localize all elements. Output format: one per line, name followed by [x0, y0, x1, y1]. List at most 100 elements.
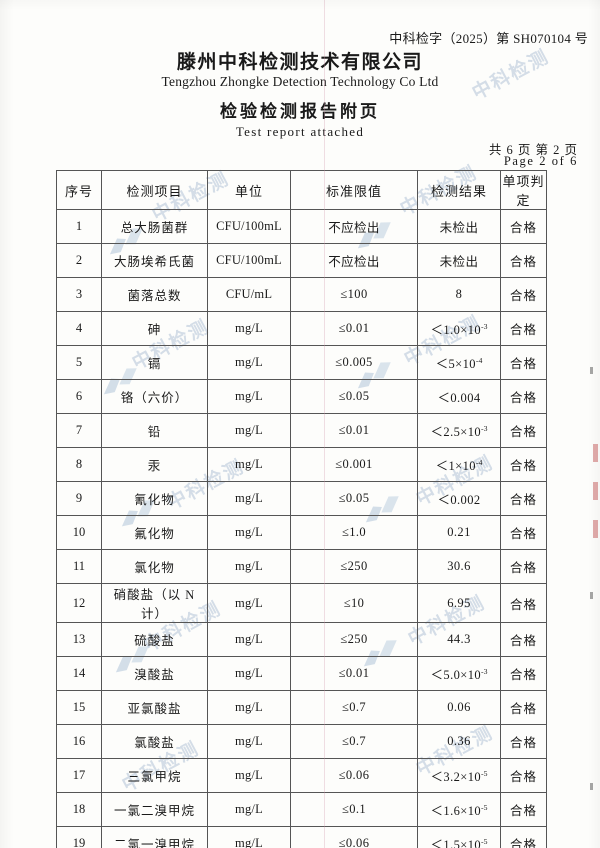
cell-test-item: 总大肠菌群 — [101, 209, 208, 244]
cell-test-result: 0.21 — [417, 515, 501, 550]
cell-judgement: 合格 — [500, 515, 547, 550]
cell-judgement: 合格 — [500, 243, 547, 278]
cell-test-result: 0.06 — [417, 690, 501, 725]
cell-judgement: 合格 — [500, 724, 547, 759]
cell-standard-limit: ≤0.001 — [290, 447, 418, 482]
cell-standard-limit: ≤0.05 — [290, 379, 418, 414]
cell-sequence-number: 4 — [56, 311, 102, 346]
table-header-row: 序号 检测项目 单位 标准限值 检测结果 单项判定 — [56, 170, 547, 210]
company-name-cn: 滕州中科检测技术有限公司 — [176, 51, 423, 73]
cell-unit: mg/L — [207, 826, 291, 848]
cell-test-item: 菌落总数 — [101, 277, 208, 312]
cell-test-item: 二氯一溴甲烷 — [101, 826, 208, 848]
cell-test-item: 氟化物 — [101, 515, 208, 550]
cell-sequence-number: 1 — [56, 209, 102, 244]
cell-standard-limit: ≤250 — [290, 549, 418, 584]
cell-sequence-number: 13 — [56, 622, 102, 657]
table-row: 14 溴酸盐 mg/L ≤0.01 ＜5.0×10-3 合格 — [56, 656, 547, 691]
table-row: 5 镉 mg/L ≤0.005 ＜5×10-4 合格 — [56, 345, 547, 380]
table-row: 6 铬（六价） mg/L ≤0.05 ＜0.004 合格 — [56, 379, 547, 414]
cell-unit: mg/L — [207, 413, 291, 448]
cell-sequence-number: 17 — [56, 758, 102, 793]
cell-judgement: 合格 — [500, 758, 547, 793]
cell-unit: mg/L — [207, 379, 291, 414]
cell-unit: mg/L — [207, 549, 291, 584]
cell-test-item: 亚氯酸盐 — [101, 690, 208, 725]
cell-unit: mg/L — [207, 690, 291, 725]
cell-unit: mg/L — [207, 792, 291, 827]
cell-test-result: ＜1.0×10-3 — [417, 311, 501, 346]
cell-standard-limit: ≤0.06 — [290, 758, 418, 793]
cell-test-item: 汞 — [101, 447, 208, 482]
cell-test-item: 氰化物 — [101, 481, 208, 516]
cell-judgement: 合格 — [500, 583, 547, 623]
table-row: 17 三氯甲烷 mg/L ≤0.06 ＜3.2×10-5 合格 — [56, 758, 547, 793]
cell-test-result: 未检出 — [417, 243, 501, 278]
cell-judgement: 合格 — [500, 549, 547, 584]
scan-edge-mark — [593, 520, 598, 538]
cell-standard-limit: ≤0.05 — [290, 481, 418, 516]
cell-test-result: ＜5.0×10-3 — [417, 656, 501, 691]
cell-test-result: ＜1.5×10-5 — [417, 826, 501, 848]
cell-sequence-number: 14 — [56, 656, 102, 691]
cell-judgement: 合格 — [500, 481, 547, 516]
table-row: 3 菌落总数 CFU/mL ≤100 8 合格 — [56, 277, 547, 312]
cell-unit: mg/L — [207, 622, 291, 657]
cell-standard-limit: ≤0.005 — [290, 345, 418, 380]
cell-test-result: 未检出 — [417, 209, 501, 244]
cell-unit: CFU/100mL — [207, 243, 291, 278]
cell-test-item: 硫酸盐 — [101, 622, 208, 657]
cell-sequence-number: 11 — [56, 549, 102, 584]
page-title: 检验检测报告附页 — [220, 102, 380, 122]
cell-test-result: 0.36 — [417, 724, 501, 759]
test-results-table: 序号 检测项目 单位 标准限值 检测结果 单项判定 1 总大肠菌群 CFU/100m… — [56, 170, 547, 848]
cell-standard-limit: ≤250 — [290, 622, 418, 657]
cell-unit: CFU/mL — [207, 277, 291, 312]
cell-test-item: 铬（六价） — [101, 379, 208, 414]
column-header-res: 检测结果 — [417, 170, 501, 210]
cell-test-result: ＜5×10-4 — [417, 345, 501, 380]
table-row: 12 硝酸盐（以 N 计） mg/L ≤10 6.95 合格 — [56, 583, 547, 623]
cell-judgement: 合格 — [500, 413, 547, 448]
cell-unit: mg/L — [207, 345, 291, 380]
cell-standard-limit: ≤0.7 — [290, 724, 418, 759]
cell-sequence-number: 6 — [56, 379, 102, 414]
page-title-en: Test report attached — [235, 124, 365, 139]
column-header-unit: 单位 — [207, 170, 291, 210]
cell-test-item: 溴酸盐 — [101, 656, 208, 691]
cell-test-result: ＜0.004 — [417, 379, 501, 414]
table-row: 13 硫酸盐 mg/L ≤250 44.3 合格 — [56, 622, 547, 657]
scan-ink-mark — [590, 783, 593, 790]
table-row: 8 汞 mg/L ≤0.001 ＜1×10-4 合格 — [56, 447, 547, 482]
cell-standard-limit: ≤100 — [290, 277, 418, 312]
scan-ink-mark — [590, 367, 593, 374]
cell-standard-limit: ≤10 — [290, 583, 418, 623]
table-row: 9 氰化物 mg/L ≤0.05 ＜0.002 合格 — [56, 481, 547, 516]
cell-test-item: 氯酸盐 — [101, 724, 208, 759]
cell-unit: CFU/100mL — [207, 209, 291, 244]
cell-unit: mg/L — [207, 656, 291, 691]
cell-unit: mg/L — [207, 515, 291, 550]
cell-judgement: 合格 — [500, 622, 547, 657]
cell-judgement: 合格 — [500, 656, 547, 691]
cell-test-result: ＜1.6×10-5 — [417, 792, 501, 827]
cell-standard-limit: 不应检出 — [290, 209, 418, 244]
cell-unit: mg/L — [207, 311, 291, 346]
cell-test-item: 三氯甲烷 — [101, 758, 208, 793]
cell-judgement: 合格 — [500, 311, 547, 346]
cell-standard-limit: ≤1.0 — [290, 515, 418, 550]
cell-sequence-number: 5 — [56, 345, 102, 380]
cell-test-result: 30.6 — [417, 549, 501, 584]
cell-sequence-number: 7 — [56, 413, 102, 448]
cell-judgement: 合格 — [500, 447, 547, 482]
cell-sequence-number: 18 — [56, 792, 102, 827]
cell-judgement: 合格 — [500, 277, 547, 312]
cell-sequence-number: 9 — [56, 481, 102, 516]
column-header-judge: 单项判定 — [500, 170, 547, 210]
table-row: 18 一氯二溴甲烷 mg/L ≤0.1 ＜1.6×10-5 合格 — [56, 792, 547, 827]
cell-test-item: 镉 — [101, 345, 208, 380]
cell-standard-limit: ≤0.1 — [290, 792, 418, 827]
cell-test-item: 一氯二溴甲烷 — [101, 792, 208, 827]
column-header-item: 检测项目 — [101, 170, 208, 210]
